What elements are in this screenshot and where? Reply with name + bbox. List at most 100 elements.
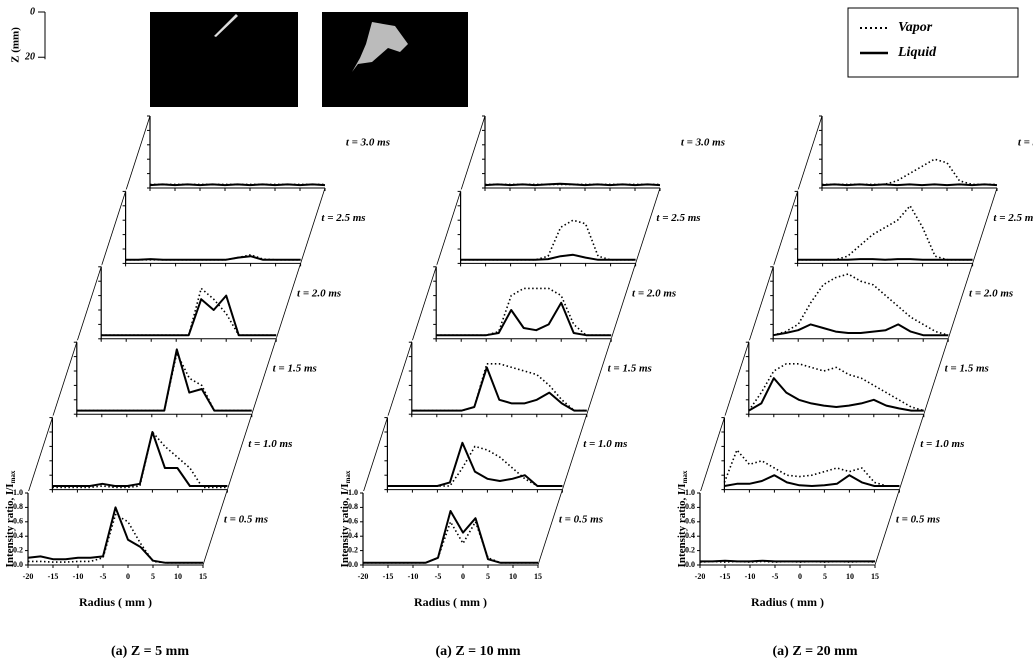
slice-bg — [773, 264, 949, 339]
time-label: t = 0.5 ms — [559, 514, 603, 526]
z-axis-label: Z (mm) — [10, 27, 22, 63]
y-tick-label: 0.2 — [348, 545, 358, 554]
legend-box — [847, 7, 1019, 78]
y-tick-label: 0.0 — [685, 560, 695, 569]
slice-bg — [724, 415, 900, 490]
x-axis-label: Radius ( mm ) — [79, 595, 152, 609]
liquid-line — [700, 559, 875, 563]
y-tick-label: 0.4 — [685, 531, 695, 540]
x-tick-label: -5 — [435, 572, 442, 581]
x-tick-label: -10 — [73, 572, 84, 581]
guide-line — [362, 115, 486, 494]
time-label: t = 0.5 ms — [224, 514, 268, 526]
time-label: t = 3.0 ms — [681, 137, 725, 149]
time-label: t = 1.5 ms — [273, 363, 317, 375]
time-label: t = 2.5 ms — [656, 212, 700, 224]
slice-bg — [460, 189, 636, 264]
time-label: t = 2.0 ms — [632, 287, 676, 299]
z-tick-label: 0 — [30, 6, 35, 17]
x-tick-label: -15 — [383, 572, 394, 581]
x-tick-label: 5 — [486, 572, 490, 581]
liquid-line — [773, 323, 949, 337]
y-tick-label: 0.0 — [13, 560, 23, 569]
vapor-line — [28, 513, 203, 564]
x-tick-label: -20 — [358, 572, 369, 581]
y-tick-label: 0.6 — [685, 517, 695, 526]
liquid-line — [460, 253, 636, 261]
x-tick-label: 0 — [798, 572, 802, 581]
y-tick-label: 0.6 — [13, 517, 23, 526]
y-tick-label: 0.2 — [685, 545, 695, 554]
x-tick-label: 10 — [174, 572, 182, 581]
y-axis-label: Intensity ratio, I/Imax — [676, 470, 689, 567]
x-axis-label: Radius ( mm ) — [751, 595, 824, 609]
guide-line — [537, 187, 661, 566]
liquid-line — [387, 441, 563, 487]
guide-line — [27, 115, 151, 494]
time-label: t = 2.5 ms — [993, 212, 1033, 224]
liquid-line — [125, 255, 301, 261]
x-tick-label: -15 — [48, 572, 59, 581]
liquid-line — [484, 182, 661, 187]
legend-label: Vapor — [898, 20, 933, 35]
x-tick-label: 10 — [509, 572, 517, 581]
caption: (a) Z = 5 mm — [111, 644, 189, 659]
slice-bg — [411, 340, 587, 415]
vapor-line — [52, 431, 228, 489]
y-tick-label: 0.0 — [348, 560, 358, 569]
guide-line — [874, 187, 998, 566]
spray-jet — [214, 14, 238, 37]
y-tick-label: 1.0 — [13, 488, 23, 497]
y-tick-label: 1.0 — [348, 488, 358, 497]
y-label-sub: max — [344, 470, 352, 483]
x-tick-label: 10 — [846, 572, 854, 581]
liquid-line — [436, 301, 612, 337]
caption: (a) Z = 10 mm — [436, 644, 521, 659]
slice-bg — [52, 415, 228, 490]
x-tick-label: -20 — [695, 572, 706, 581]
time-label: t = 3.0 ms — [1018, 137, 1033, 149]
y-axis-label: Intensity ratio, I/Imax — [4, 470, 17, 567]
y-tick-label: 0.2 — [13, 545, 23, 554]
y-label-sub: max — [681, 470, 689, 483]
time-label: t = 2.5 ms — [321, 212, 365, 224]
time-label: t = 1.0 ms — [248, 438, 292, 450]
x-tick-label: -10 — [408, 572, 419, 581]
legend-label: Liquid — [897, 45, 937, 60]
liquid-line — [724, 474, 900, 487]
liquid-line — [101, 294, 277, 337]
y-tick-label: 0.6 — [348, 517, 358, 526]
time-label: t = 2.0 ms — [969, 287, 1013, 299]
liquid-line — [797, 258, 973, 261]
x-axis-label: Radius ( mm ) — [414, 595, 487, 609]
guide-line — [699, 115, 823, 494]
time-label: t = 1.5 ms — [945, 363, 989, 375]
y-tick-label: 0.8 — [348, 502, 358, 511]
liquid-line — [76, 348, 252, 412]
x-tick-label: 0 — [126, 572, 130, 581]
caption: (a) Z = 20 mm — [773, 644, 858, 659]
guide-line — [202, 187, 326, 566]
liquid-line — [363, 510, 538, 564]
y-label-main: Intensity ratio, I/I — [4, 483, 16, 567]
slice-bg — [387, 415, 563, 490]
y-tick-label: 1.0 — [685, 488, 695, 497]
liquid-line — [748, 377, 924, 412]
x-tick-label: 15 — [871, 572, 879, 581]
time-label: t = 0.5 ms — [896, 514, 940, 526]
slice-bg — [125, 189, 301, 264]
slice-bg — [485, 114, 660, 188]
slice-bg — [797, 189, 973, 264]
x-tick-label: 5 — [151, 572, 155, 581]
slice-bg — [76, 340, 252, 415]
y-label-sub: max — [9, 470, 17, 483]
x-tick-label: -5 — [100, 572, 107, 581]
y-axis-label: Intensity ratio, I/Imax — [339, 470, 352, 567]
spray-plume — [352, 22, 408, 72]
z-tick-label: 20 — [24, 52, 35, 63]
liquid-line — [821, 183, 998, 187]
slice-bg — [150, 114, 325, 188]
y-label-main: Intensity ratio, I/I — [676, 483, 688, 567]
slice-bg — [363, 491, 538, 565]
x-tick-label: -20 — [23, 572, 34, 581]
